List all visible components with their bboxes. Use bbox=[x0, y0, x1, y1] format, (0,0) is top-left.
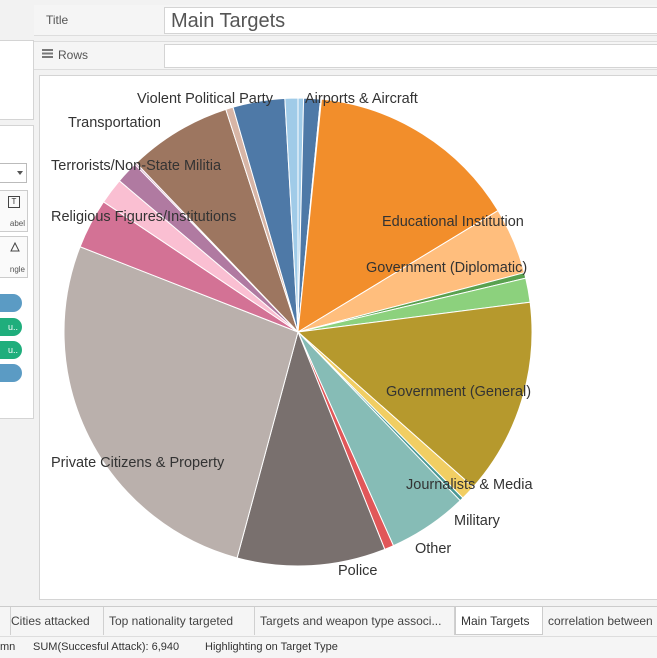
chevron-down-icon bbox=[17, 171, 23, 175]
title-field[interactable]: Main Targets bbox=[164, 7, 657, 34]
slice-label-18: Transportation bbox=[68, 115, 161, 131]
rows-field[interactable] bbox=[164, 44, 657, 68]
color-pill[interactable] bbox=[0, 294, 22, 312]
slice-label-14: Religious Figures/Institutions bbox=[51, 209, 236, 225]
tab-correlation[interactable]: correlation between bbox=[548, 614, 653, 628]
worksheet-title: Main Targets bbox=[171, 10, 286, 32]
status-bar: mn SUM(Succesful Attack): 6,940 Highligh… bbox=[0, 636, 657, 658]
title-shelf-label: Title bbox=[46, 13, 69, 27]
pie-slice-7[interactable] bbox=[296, 301, 533, 488]
status-dimensions: mn bbox=[0, 641, 16, 653]
shape-button-text: ngle bbox=[9, 265, 25, 274]
rows-icon bbox=[42, 49, 53, 58]
tab-top-nationality[interactable]: Top nationality targeted bbox=[104, 607, 255, 635]
label-button[interactable]: T abel bbox=[0, 190, 28, 232]
rows-shelf-label: Rows bbox=[58, 48, 89, 62]
filters-panel bbox=[0, 40, 34, 120]
slice-label-11: Other bbox=[415, 541, 451, 557]
slice-label-4: Government (Diplomatic) bbox=[366, 260, 527, 276]
label-button-text: abel bbox=[9, 219, 25, 228]
status-sum: SUM(Succesful Attack): 6,940 bbox=[33, 641, 180, 653]
slice-label-16: Terrorists/Non-State Militia bbox=[51, 158, 222, 174]
slice-label-12: Police bbox=[338, 563, 378, 579]
slice-label-7: Government (General) bbox=[386, 384, 531, 400]
pie-slice-12[interactable] bbox=[236, 330, 386, 567]
pie-chart: Airports & Aircraft Educational Instituti… bbox=[51, 91, 533, 579]
slice-label-1: Airports & Aircraft bbox=[305, 91, 418, 107]
label-icon: T bbox=[8, 196, 20, 208]
pie-slice-13[interactable] bbox=[63, 246, 299, 559]
pie-slice-21[interactable] bbox=[284, 97, 299, 333]
status-highlight: Highlighting on Target Type bbox=[205, 641, 338, 653]
slice-label-9: Journalists & Media bbox=[406, 477, 533, 493]
pie-slice-18[interactable] bbox=[135, 108, 299, 333]
tab-cities-attacked[interactable]: Cities attacked bbox=[6, 607, 104, 635]
slice-label-13: Private Citizens & Property bbox=[51, 455, 225, 471]
shape-icon bbox=[10, 241, 20, 252]
marks-panel: T abel ngle u.. u.. bbox=[0, 125, 34, 419]
tab-targets-weapon[interactable]: Targets and weapon type associ... bbox=[255, 607, 455, 635]
rows-shelf: Rows bbox=[34, 41, 657, 70]
tab-main-targets[interactable]: Main Targets bbox=[455, 607, 543, 635]
chart-canvas: Airports & Aircraft Educational Instituti… bbox=[39, 75, 657, 600]
label-pill[interactable]: u.. bbox=[0, 341, 22, 359]
mark-type-dropdown[interactable] bbox=[0, 163, 27, 183]
title-shelf: Title Main Targets bbox=[34, 5, 657, 36]
slice-label-3: Educational Institution bbox=[382, 214, 524, 230]
shape-button[interactable]: ngle bbox=[0, 236, 28, 278]
angle-pill[interactable]: u.. bbox=[0, 318, 22, 336]
slice-label-10: Military bbox=[454, 513, 501, 529]
slice-label-20: Violent Political Party bbox=[137, 91, 274, 107]
pie-slice-3[interactable] bbox=[297, 98, 499, 333]
tab-hidden[interactable] bbox=[0, 607, 11, 635]
sheet-tabs: Cities attacked Top nationality targeted… bbox=[0, 606, 657, 636]
detail-pill[interactable] bbox=[0, 364, 22, 382]
